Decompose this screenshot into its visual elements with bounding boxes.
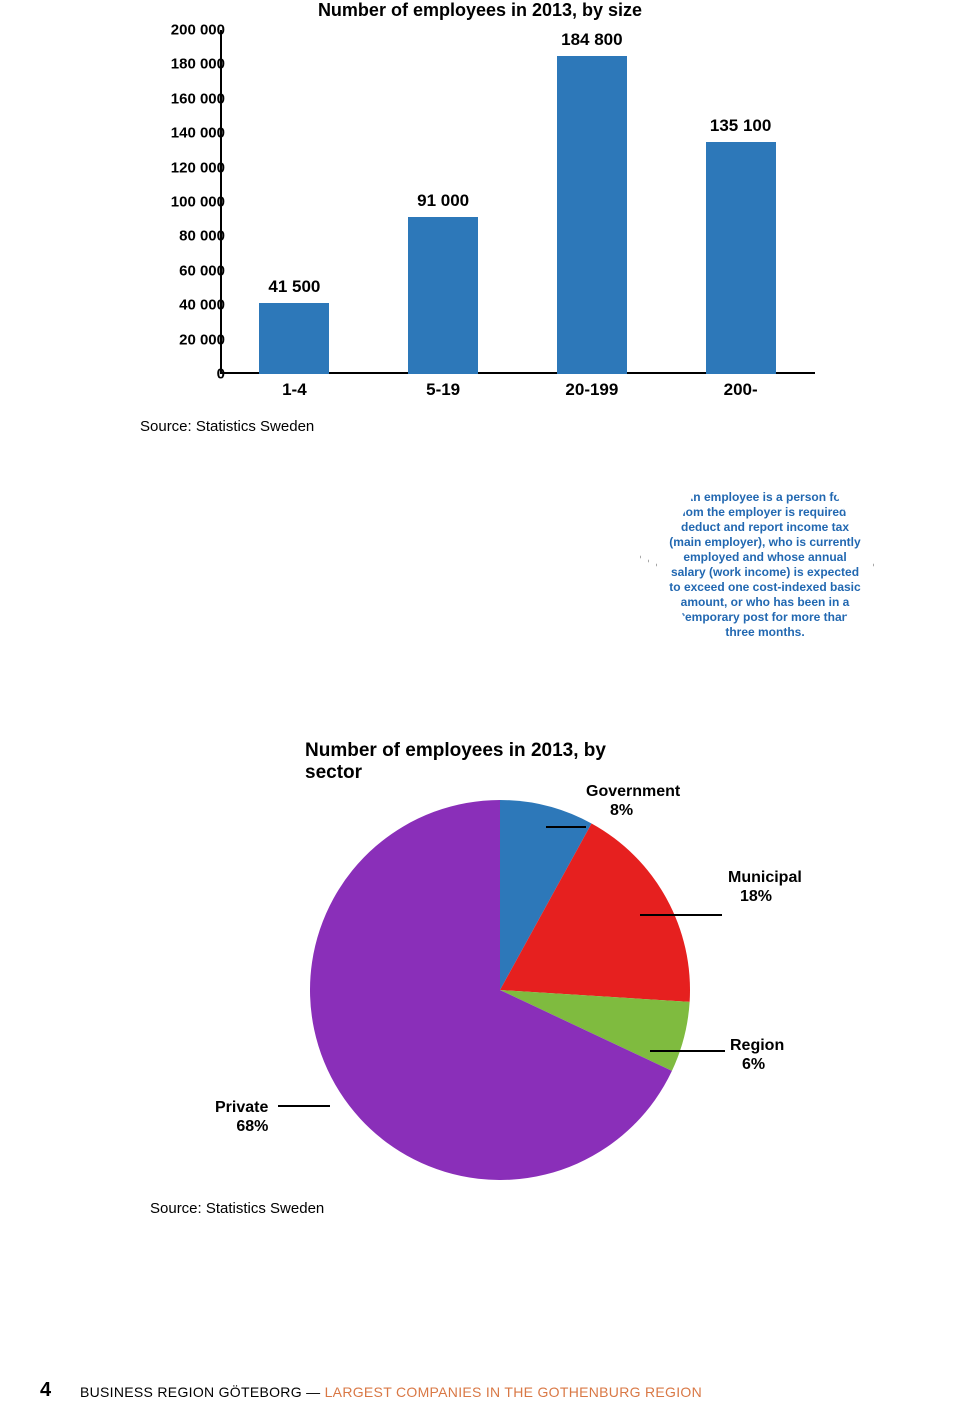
pie-label-private-value: 68%	[236, 1118, 268, 1135]
pie-leader-region	[650, 1050, 725, 1052]
pie-leader-municipal	[640, 914, 722, 916]
footer-text-bold: BUSINESS REGION GÖTEBORG —	[80, 1384, 325, 1400]
bar-value-label: 91 000	[373, 191, 513, 211]
pie-label-municipal-value: 18%	[728, 888, 772, 905]
pie-label-government-value: 8%	[586, 802, 633, 819]
bar	[259, 303, 329, 374]
y-tick: 160 000	[171, 90, 225, 107]
bar	[408, 217, 478, 374]
y-tick: 100 000	[171, 194, 225, 211]
bar	[557, 56, 627, 374]
pie-chart: Number of employees in 2013, by sector G…	[130, 740, 830, 1220]
bar-chart-source: Source: Statistics Sweden	[140, 418, 314, 435]
pie-label-region-name: Region	[730, 1037, 784, 1054]
x-category: 200-	[724, 380, 758, 400]
page-number: 4	[40, 1379, 51, 1402]
pie-label-private-name: Private	[215, 1099, 268, 1116]
pie-label-region-value: 6%	[730, 1056, 765, 1073]
y-tick: 20 000	[179, 331, 225, 348]
x-category: 1-4	[282, 380, 307, 400]
y-tick: 0	[217, 366, 225, 383]
page-footer: 4 BUSINESS REGION GÖTEBORG — LARGEST COM…	[0, 1362, 960, 1422]
bar-chart: Number of employees in 2013, by size 0 20…	[130, 0, 830, 430]
bar-value-label: 41 500	[224, 277, 364, 297]
y-tick: 180 000	[171, 56, 225, 73]
x-category: 20-199	[565, 380, 618, 400]
pie-label-municipal-name: Municipal	[728, 869, 802, 886]
pie-label-government: Government 8%	[586, 782, 680, 820]
pie-label-government-name: Government	[586, 783, 680, 800]
bar	[706, 142, 776, 374]
y-tick: 80 000	[179, 228, 225, 245]
bar-value-label: 135 100	[671, 116, 811, 136]
bar-value-label: 184 800	[522, 30, 662, 50]
footer-text: BUSINESS REGION GÖTEBORG — LARGEST COMPA…	[80, 1384, 702, 1400]
y-tick: 120 000	[171, 159, 225, 176]
pie-label-private: Private 68%	[215, 1098, 268, 1136]
pie-leader-private	[278, 1105, 330, 1107]
pie-leader-government	[546, 826, 586, 828]
definition-callout: An employee is a person for whom the emp…	[640, 448, 900, 678]
y-tick: 200 000	[171, 22, 225, 39]
footer-text-light: LARGEST COMPANIES IN THE GOTHENBURG REGI…	[325, 1384, 702, 1400]
y-tick: 140 000	[171, 125, 225, 142]
bar-chart-title: Number of employees in 2013, by size	[318, 0, 642, 21]
pie-label-region: Region 6%	[730, 1036, 784, 1074]
pie-svg	[310, 800, 690, 1180]
y-tick: 60 000	[179, 262, 225, 279]
y-tick: 40 000	[179, 297, 225, 314]
x-category: 5-19	[426, 380, 460, 400]
pie-label-municipal: Municipal 18%	[728, 868, 802, 906]
pie-chart-source: Source: Statistics Sweden	[150, 1200, 324, 1217]
pie-chart-title: Number of employees in 2013, by sector	[305, 740, 655, 784]
